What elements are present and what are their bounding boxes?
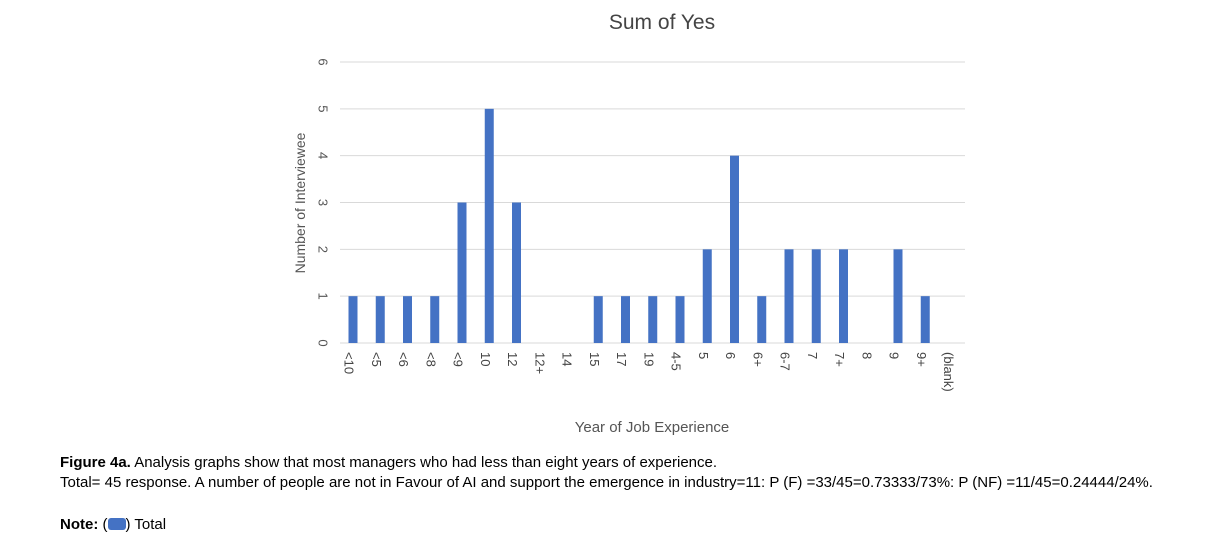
x-tick-label: 6-7 bbox=[778, 352, 793, 371]
bar bbox=[375, 296, 385, 343]
bar bbox=[648, 296, 658, 343]
x-tick-label: 14 bbox=[560, 352, 575, 366]
y-tick-label: 0 bbox=[316, 339, 331, 346]
x-tick-label: 6 bbox=[723, 352, 738, 359]
x-tick-label: 6+ bbox=[750, 352, 765, 367]
bar bbox=[675, 296, 685, 343]
x-tick-label: <10 bbox=[342, 352, 357, 374]
x-tick-label: <8 bbox=[423, 352, 438, 367]
y-tick-label: 1 bbox=[316, 293, 331, 300]
bar bbox=[512, 202, 521, 343]
total-response-text: Total= 45 response. A number of people a… bbox=[60, 474, 1153, 491]
bar bbox=[702, 249, 712, 343]
x-tick-label: <6 bbox=[396, 352, 411, 367]
bar bbox=[730, 155, 739, 343]
x-tick-label: 7+ bbox=[832, 352, 847, 367]
y-tick-label: 2 bbox=[316, 246, 331, 253]
bar bbox=[430, 296, 440, 343]
figure-caption: Figure 4a. Analysis graphs show that mos… bbox=[60, 452, 1208, 473]
y-tick-label: 4 bbox=[316, 152, 331, 159]
x-tick-label: 15 bbox=[587, 352, 602, 366]
y-tick-label: 5 bbox=[316, 105, 331, 112]
gridlines bbox=[340, 61, 965, 344]
x-tick-label: 12+ bbox=[532, 352, 547, 374]
bar bbox=[403, 296, 412, 343]
bar bbox=[348, 296, 358, 343]
x-tick-label: <9 bbox=[451, 352, 466, 367]
x-tick-label: 10 bbox=[478, 352, 493, 366]
x-tick-label: 4-5 bbox=[669, 352, 684, 371]
y-tick-label: 3 bbox=[316, 199, 331, 206]
legend-swatch bbox=[107, 518, 126, 530]
figure-description: Analysis graphs show that most managers … bbox=[130, 454, 718, 471]
legend-total-label: ) Total bbox=[125, 516, 167, 533]
y-tick-label: 6 bbox=[316, 58, 331, 65]
note-label: Note: bbox=[60, 516, 99, 533]
x-tick-label: 17 bbox=[614, 352, 629, 366]
x-tick-label: 7 bbox=[805, 352, 820, 359]
bars bbox=[348, 108, 930, 343]
x-tick-label: 9+ bbox=[914, 352, 929, 367]
x-tick-label: 5 bbox=[696, 352, 711, 359]
bar bbox=[621, 296, 630, 343]
y-axis-label: Number of Interviewee bbox=[292, 132, 308, 273]
x-axis-label: Year of Job Experience bbox=[575, 419, 730, 436]
bar bbox=[811, 249, 821, 343]
bar bbox=[839, 249, 848, 343]
bar bbox=[457, 202, 467, 343]
figure-label: Figure 4a. bbox=[60, 454, 131, 471]
x-tick-label: 12 bbox=[505, 352, 520, 366]
x-tick-label: 8 bbox=[859, 352, 874, 359]
bar bbox=[593, 296, 603, 343]
legend-note: Note: ( ) Total bbox=[60, 514, 1208, 535]
x-tick-label: <5 bbox=[369, 352, 384, 367]
bar bbox=[757, 296, 767, 343]
note-open-paren: ( bbox=[98, 516, 108, 533]
x-tick-label: 9 bbox=[887, 352, 902, 359]
x-tick-label: 19 bbox=[641, 352, 656, 366]
bar bbox=[893, 249, 903, 343]
x-tick-labels: <10 <5 <6 <8 <9 10 12 12+ 14 15 17 19 4-5 5 6 6+ 6-7 7 7+ 8… bbox=[342, 352, 957, 392]
x-tick-label: (blank) bbox=[941, 352, 956, 392]
bar bbox=[484, 108, 494, 343]
chart-title: Sum of Yes bbox=[609, 11, 715, 34]
bar bbox=[784, 249, 794, 343]
bar bbox=[920, 296, 930, 343]
y-tick-labels: 0 1 2 3 4 5 6 bbox=[316, 58, 331, 346]
